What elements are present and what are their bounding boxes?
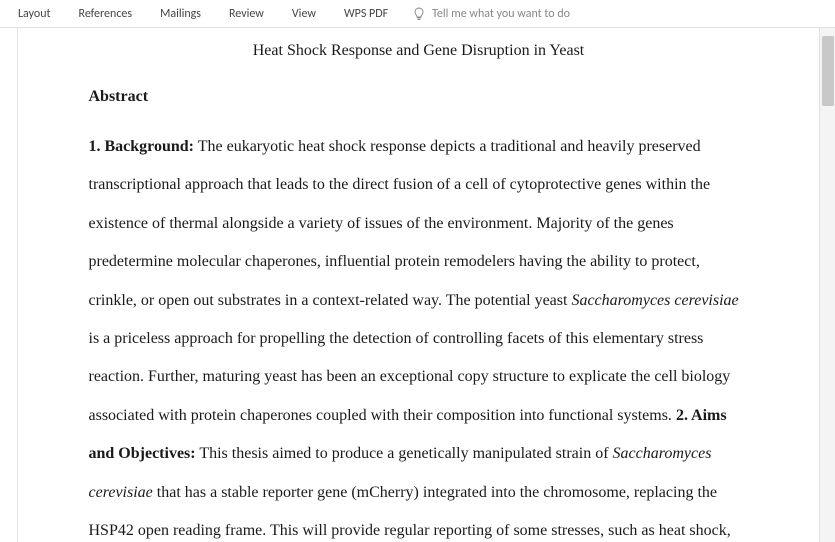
tab-review[interactable]: Review: [215, 0, 278, 27]
document-title: Heat Shock Response and Gene Disruption …: [89, 42, 749, 60]
tellme-placeholder-text: Tell me what you want to do: [432, 7, 570, 21]
tab-layout[interactable]: Layout: [4, 0, 65, 27]
tab-mailings[interactable]: Mailings: [146, 0, 215, 27]
tellme-search[interactable]: Tell me what you want to do: [412, 7, 570, 21]
abstract-heading: Abstract: [89, 88, 749, 106]
section2-text-a: This thesis aimed to produce a genetical…: [196, 445, 613, 462]
section1-label: 1. Background:: [89, 138, 195, 155]
ruler-left: [0, 28, 18, 542]
tab-wps-pdf[interactable]: WPS PDF: [330, 0, 402, 27]
page-viewport: Heat Shock Response and Gene Disruption …: [18, 28, 819, 542]
vertical-scrollbar[interactable]: [819, 28, 835, 542]
tab-view[interactable]: View: [278, 0, 330, 27]
lightbulb-icon: [412, 7, 426, 21]
body-paragraph: 1. Background: The eukaryotic heat shock…: [89, 128, 749, 542]
section1-text-b: is a priceless approach for propelling t…: [89, 330, 731, 424]
section2-text-b: that has a stable reporter gene (mCherry…: [89, 484, 731, 539]
tab-references[interactable]: References: [65, 0, 147, 27]
scroll-thumb[interactable]: [822, 36, 834, 106]
section1-text-a: The eukaryotic heat shock response depic…: [89, 138, 711, 309]
document-area: Heat Shock Response and Gene Disruption …: [0, 28, 835, 542]
italic-species-a: Saccharomyces cerevisiae: [571, 292, 738, 309]
ribbon-tabs: Layout References Mailings Review View W…: [0, 0, 835, 28]
document-page[interactable]: Heat Shock Response and Gene Disruption …: [59, 42, 779, 542]
